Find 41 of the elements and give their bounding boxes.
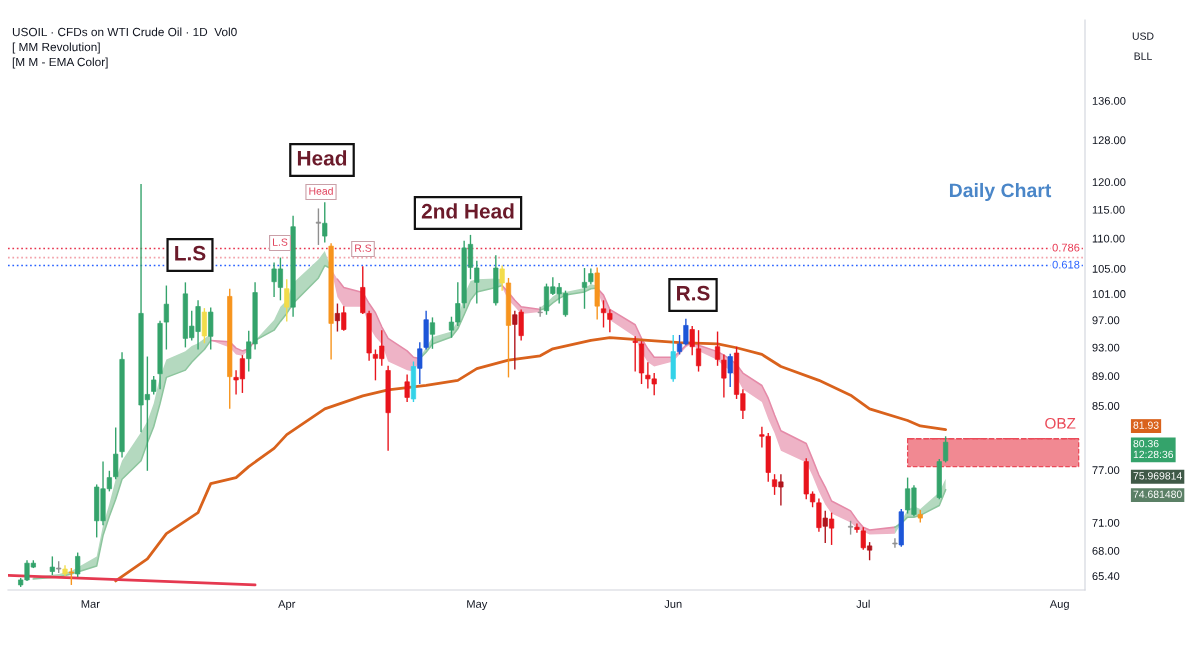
y-tick-label: 71.00: [1092, 518, 1120, 527]
y-tick-label: 128.00: [1092, 136, 1126, 145]
x-tick-label: Jun: [664, 600, 682, 608]
annotation: [ MM Revolution]: [12, 42, 100, 54]
annotation: R.S: [355, 244, 372, 252]
x-tick-label: Aug: [1049, 600, 1069, 611]
text: 74.681480: [1133, 490, 1182, 498]
y-tick-label: 105.00: [1092, 264, 1126, 273]
annotation: [M M - EMA Color]: [12, 57, 108, 69]
text: USOIL · CFDs on WTI Crude Oil · 1D Vol0: [12, 27, 237, 37]
y-tick-label: 68.00: [1092, 546, 1120, 555]
x-tick-label: Mar: [81, 600, 100, 608]
text: USD: [1132, 32, 1154, 40]
y-tick-label: 136.00: [1092, 96, 1126, 105]
x-tick-label: Apr: [278, 600, 296, 611]
y-tick-label: 110.00: [1092, 234, 1125, 243]
annotation: Head: [309, 187, 333, 195]
y-tick-label: 97.00: [1092, 316, 1120, 325]
annotation: 0.618: [1052, 260, 1080, 269]
text: 80.36 12:28:36: [1133, 439, 1174, 459]
annotation: Daily Chart: [949, 182, 1052, 202]
x-tick-label: May: [467, 600, 488, 611]
y-tick-label: 65.40: [1092, 572, 1120, 581]
y-tick-label: 93.00: [1092, 343, 1120, 352]
annotation: L.S: [273, 238, 288, 246]
y-tick-label: 115.00: [1092, 205, 1125, 214]
text: BLL: [1134, 52, 1152, 60]
annotation: Head: [297, 150, 347, 166]
text: 81.93: [1133, 421, 1159, 429]
series-label: OBZ: [1045, 417, 1076, 429]
text: 75.969814: [1133, 472, 1182, 480]
annotation: 2nd Head: [421, 203, 514, 219]
annotation: 0.786: [1052, 243, 1080, 252]
annotation: L.S: [175, 245, 206, 261]
x-tick-label: Jul: [856, 599, 870, 608]
y-tick-label: 89.00: [1092, 372, 1120, 381]
annotation: R.S: [677, 285, 710, 301]
y-tick-label: 101.00: [1092, 290, 1126, 298]
y-tick-label: 77.00: [1092, 466, 1120, 475]
y-tick-label: 120.00: [1092, 178, 1126, 187]
y-tick-label: 85.00: [1092, 402, 1120, 410]
